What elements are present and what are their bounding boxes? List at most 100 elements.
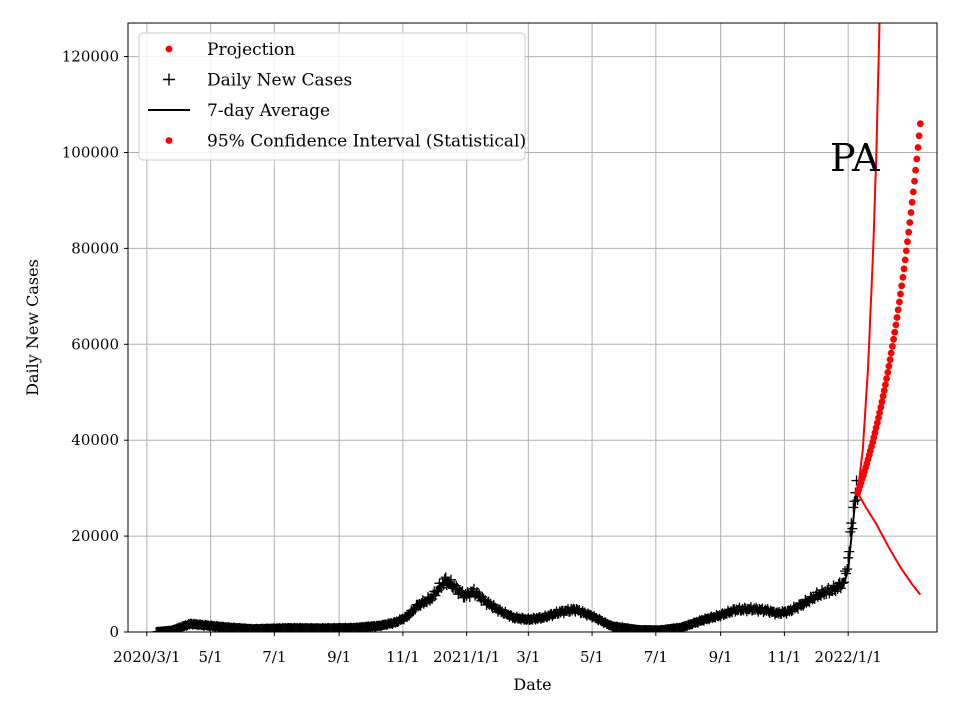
x-tick-label: 11/1 [386,648,420,666]
x-axis-ticks: 2020/3/1 5/1 7/1 9/1 11/1 2021/1/1 3/1 5/1 7/1 9/… [113,632,882,666]
y-tick-label: 20000 [71,527,119,545]
projection-point [877,403,885,411]
x-tick-label: 5/1 [580,648,604,666]
legend-label: 7-day Average [207,101,330,121]
daily-case-marker [844,546,855,557]
legend-label: Daily New Cases [207,71,352,91]
projection-point [911,177,918,185]
x-tick-label: 5/1 [199,648,223,666]
y-tick-label: 80000 [71,239,119,257]
projection-point [906,219,914,226]
projection-point [908,198,916,206]
plot-series [151,23,924,632]
projection-point [891,328,899,336]
legend-label: 95% Confidence Interval (Statistical) [207,132,526,152]
projection-point [892,321,900,329]
y-axis-title: Daily New Cases [23,259,42,396]
projection-point [900,265,908,273]
daily-case-marker [151,627,162,632]
daily-case-marker [847,523,858,534]
x-tick-label: 7/1 [644,648,668,666]
x-tick-label: 9/1 [327,648,351,666]
y-tick-label: 40000 [71,431,119,449]
legend-plus-marker [163,73,175,86]
x-tick-label: 3/1 [516,648,540,666]
daily-case-marker [840,566,851,577]
confidence-interval-upper [856,23,881,494]
x-tick-label: 2021/1/1 [433,648,500,666]
daily-case-marker [830,586,841,597]
projection-point [913,155,921,163]
x-tick-label: 9/1 [709,648,733,666]
projection-point [894,306,902,314]
projection-point [879,392,887,400]
x-tick-label: 2022/1/1 [814,648,881,666]
daily-new-cases-markers [151,475,863,632]
projection-dots [854,120,924,497]
daily-case-marker [835,583,846,594]
legend: Projection Daily New Cases 7-day Average 95… [138,32,526,161]
projection-point [901,256,909,264]
projection-point [882,381,889,388]
daily-case-marker [841,568,852,579]
projection-point [912,166,919,174]
daily-case-marker [445,574,456,585]
projection-point [887,349,895,357]
daily-case-marker [846,518,857,529]
daily-case-marker [842,564,853,575]
y-tick-label: 120000 [62,48,119,66]
projection-point [878,398,886,406]
daily-case-marker [837,577,848,588]
projection-point [876,409,883,416]
projection-point [885,362,893,370]
projection-point [889,342,896,350]
projection-point [875,414,882,422]
y-tick-label: 0 [109,623,119,641]
legend-box [138,32,526,161]
projection-point [904,238,911,246]
plot-area [151,23,924,632]
projection-point [893,314,901,321]
legend-entry: 95% Confidence Interval (Statistical) [165,132,526,152]
y-tick-label: 60000 [71,335,119,353]
projection-point [915,132,923,140]
x-tick-label: 2020/3/1 [113,648,180,666]
confidence-interval-lower [856,492,922,596]
projection-point [896,298,903,306]
y-axis-ticks: 0 20000 40000 60000 80000 100000 120000 [62,48,128,641]
legend-dot-marker [165,137,173,144]
projection-point [916,120,924,128]
projection-point [907,209,915,216]
legend-entry: 7-day Average [148,101,330,121]
projection-point [914,144,922,151]
daily-case-marker [848,502,859,513]
x-axis-title: Date [513,675,551,694]
x-tick-label: 11/1 [768,648,802,666]
daily-case-marker [473,590,484,601]
projection-point [897,290,904,298]
axes-frame [127,22,938,633]
projection-point [898,282,906,290]
projection-point [890,335,897,343]
projection-point [909,188,917,196]
projection-point [899,274,907,281]
projection-point [883,375,890,382]
legend-label: Projection [207,40,295,60]
y-tick-label: 100000 [62,143,119,161]
state-annotation: PA [830,136,880,180]
legend-dot-marker [165,45,173,53]
projection-point [880,387,888,394]
legend-entry: Projection [165,40,295,60]
legend-entry: Daily New Cases [163,71,352,91]
projection-point [905,228,913,236]
daily-case-marker [440,572,451,583]
projection-point [902,247,910,255]
daily-case-marker [431,586,442,597]
x-tick-label: 7/1 [262,648,286,666]
daily-case-marker [843,552,854,563]
projection-point [884,369,892,376]
projection-point [873,419,881,427]
daily-case-marker [464,592,475,603]
daily-case-marker [838,577,849,588]
